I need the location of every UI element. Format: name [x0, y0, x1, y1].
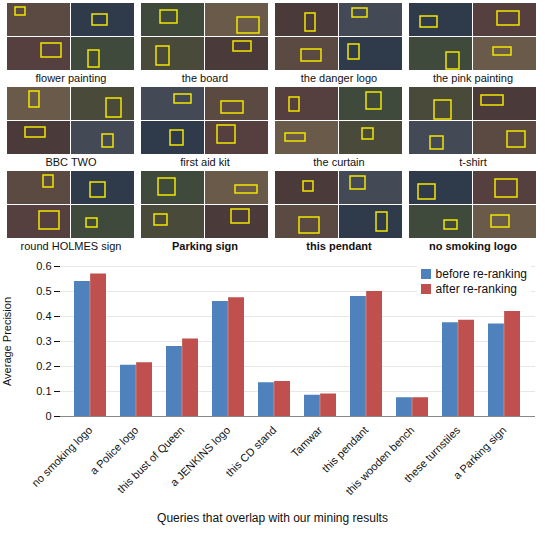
svg-text:this pendant: this pendant — [320, 424, 371, 475]
html-text:first aid kit: first aid kit — [180, 156, 230, 168]
svg-text:0.2: 0.2 — [36, 360, 51, 372]
svg-text:a JENKINS logo: a JENKINS logo — [168, 424, 233, 489]
svg-text:Tamwar: Tamwar — [289, 424, 325, 460]
html-text:flower painting: flower painting — [35, 72, 107, 84]
html-text:before re-ranking: before re-ranking — [435, 266, 527, 281]
html-text:after re-ranking: after re-ranking — [435, 281, 517, 296]
html-text:Queries that overlap with our: Queries that overlap with our mining res… — [157, 511, 388, 525]
svg-text:0.6: 0.6 — [36, 260, 51, 272]
svg-text:these turnstiles: these turnstiles — [401, 423, 463, 485]
svg-text:a Parking sign: a Parking sign — [451, 424, 509, 482]
html-text:BBC TWO: BBC TWO — [45, 156, 97, 168]
svg-text:this bust of Queen: this bust of Queen — [114, 423, 187, 496]
html-text:the curtain: the curtain — [313, 156, 365, 168]
html-text:t-shirt: t-shirt — [459, 156, 487, 168]
svg-text:0.3: 0.3 — [36, 335, 51, 347]
svg-text:0: 0 — [45, 410, 51, 422]
svg-text:Average Precision: Average Precision — [1, 297, 13, 386]
html-text:the danger logo: the danger logo — [300, 72, 378, 84]
svg-text:this wooden bench: this wooden bench — [343, 424, 416, 497]
svg-text:this CD stand: this CD stand — [223, 424, 278, 479]
html-text:the board: the board — [181, 72, 229, 84]
html-text:Parking sign: Parking sign — [172, 240, 238, 252]
svg-text:0.4: 0.4 — [36, 310, 51, 322]
svg-text:0.5: 0.5 — [36, 285, 51, 297]
html-text:the pink painting: the pink painting — [432, 72, 514, 84]
svg-text:no smoking logo: no smoking logo — [29, 424, 94, 489]
svg-text:0.1: 0.1 — [36, 385, 51, 397]
html-text:round HOLMES sign: round HOLMES sign — [20, 240, 122, 252]
html-text:this pendant: this pendant — [306, 240, 372, 252]
svg-text:a Police logo: a Police logo — [87, 423, 141, 477]
html-text:no smoking logo: no smoking logo — [429, 240, 517, 252]
